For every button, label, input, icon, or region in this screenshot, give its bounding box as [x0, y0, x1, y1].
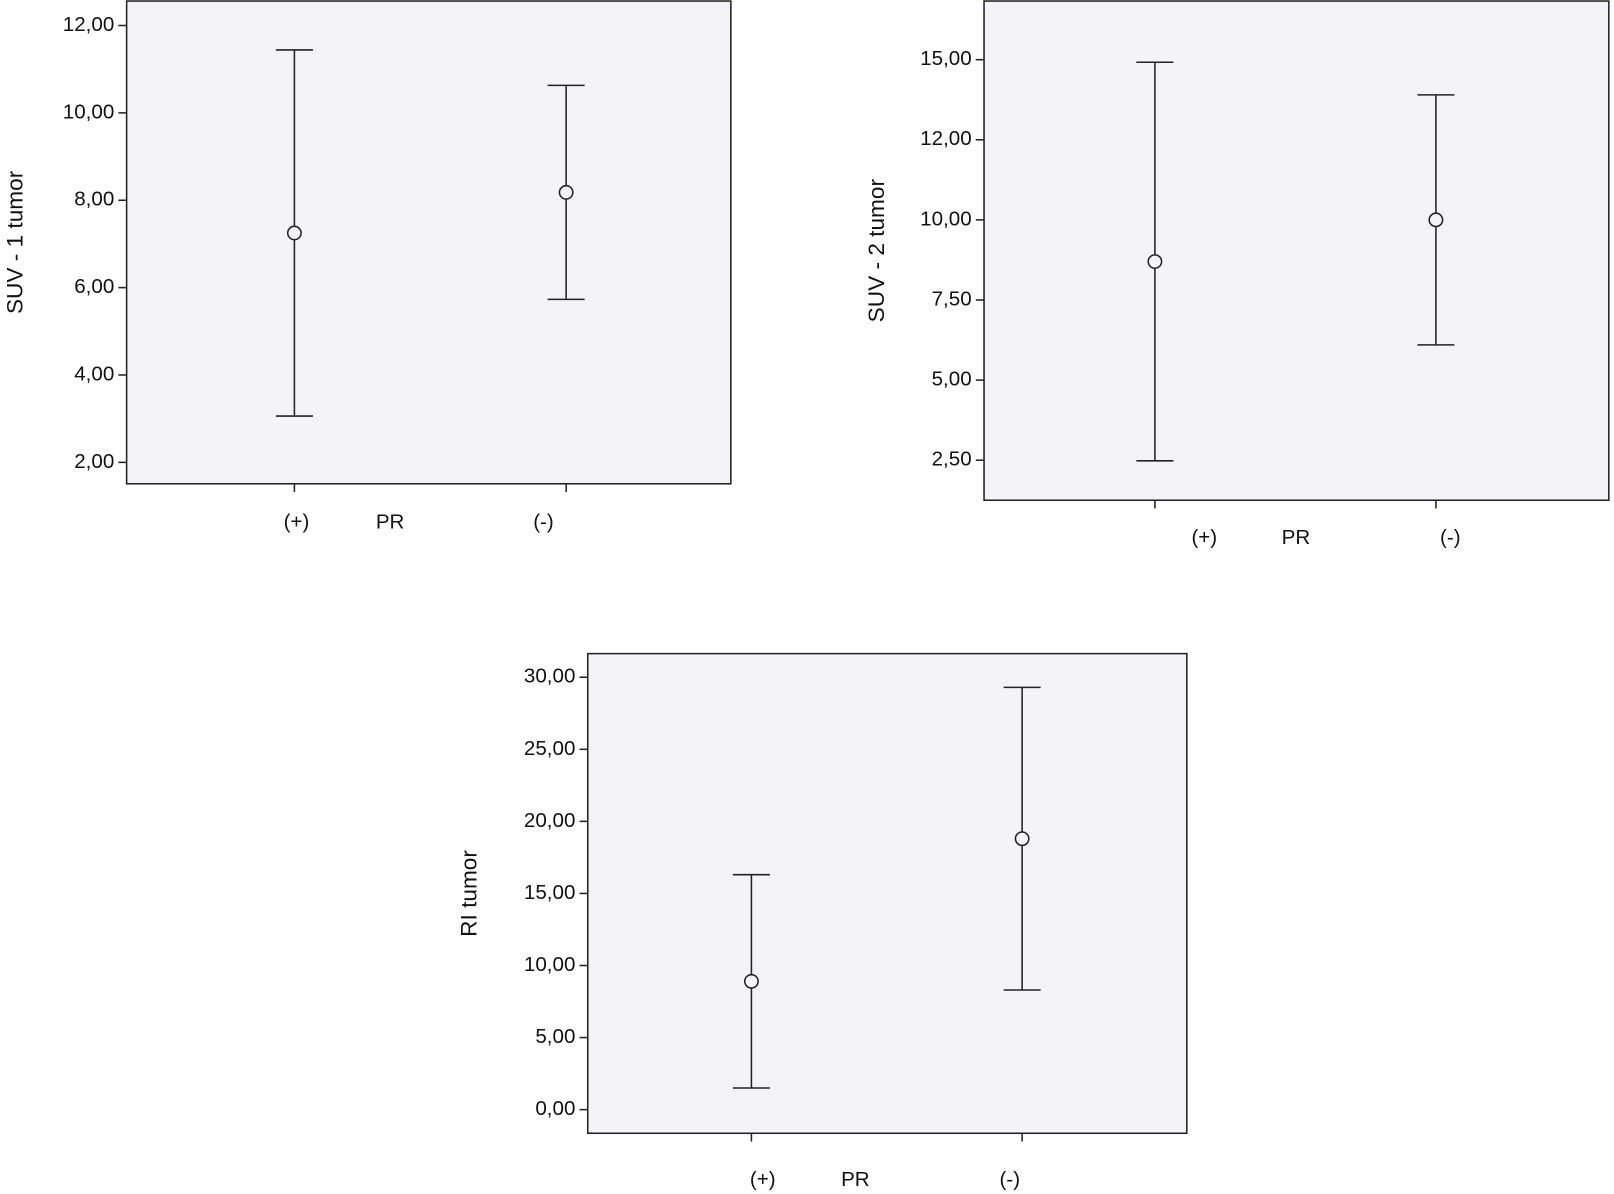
y-tick-label: 7,50 — [932, 287, 972, 310]
y-tick-label: 10,00 — [63, 100, 115, 123]
y-tick-label: 2,00 — [74, 450, 114, 473]
y-axis-label: SUV - 1 tumor — [2, 170, 27, 314]
y-axis-label: RI tumor — [456, 850, 481, 937]
x-tick-label: (-) — [533, 510, 554, 533]
x-axis-label: PR — [841, 1168, 870, 1191]
mean-marker — [1428, 212, 1444, 228]
y-tick-label: 5,00 — [535, 1025, 575, 1048]
x-tick-label: (+) — [284, 510, 310, 533]
y-tick-label: 30,00 — [524, 665, 576, 688]
y-tick-label: 12,00 — [920, 127, 972, 150]
plot-area — [983, 0, 1610, 502]
y-tick-label: 12,00 — [63, 13, 115, 36]
x-tick-label: (+) — [1191, 526, 1217, 549]
mean-marker — [558, 184, 574, 200]
mean-marker — [743, 973, 759, 989]
y-tick-label: 15,00 — [920, 47, 972, 70]
y-tick-label: 10,00 — [920, 207, 972, 230]
plot-area — [586, 652, 1188, 1135]
mean-marker — [286, 225, 302, 241]
y-tick-label: 25,00 — [524, 737, 576, 760]
x-tick-label: (-) — [999, 1168, 1020, 1191]
y-tick-label: 20,00 — [524, 809, 576, 832]
y-tick-label: 6,00 — [74, 275, 114, 298]
y-tick-label: 5,00 — [932, 368, 972, 391]
y-tick-label: 4,00 — [74, 362, 114, 385]
y-tick-label: 0,00 — [535, 1097, 575, 1120]
y-tick-label: 2,50 — [932, 448, 972, 471]
x-axis-label: PR — [1282, 526, 1311, 549]
y-axis-label: SUV - 2 tumor — [864, 179, 889, 323]
x-tick-label: (+) — [750, 1168, 776, 1191]
mean-marker — [1147, 254, 1163, 269]
y-tick-label: 15,00 — [524, 881, 576, 904]
y-tick-label: 10,00 — [524, 953, 576, 976]
plot-area — [125, 0, 732, 485]
x-axis-label: PR — [376, 510, 405, 533]
y-tick-label: 8,00 — [74, 188, 114, 211]
mean-marker — [1014, 831, 1030, 847]
x-tick-label: (-) — [1440, 526, 1461, 549]
